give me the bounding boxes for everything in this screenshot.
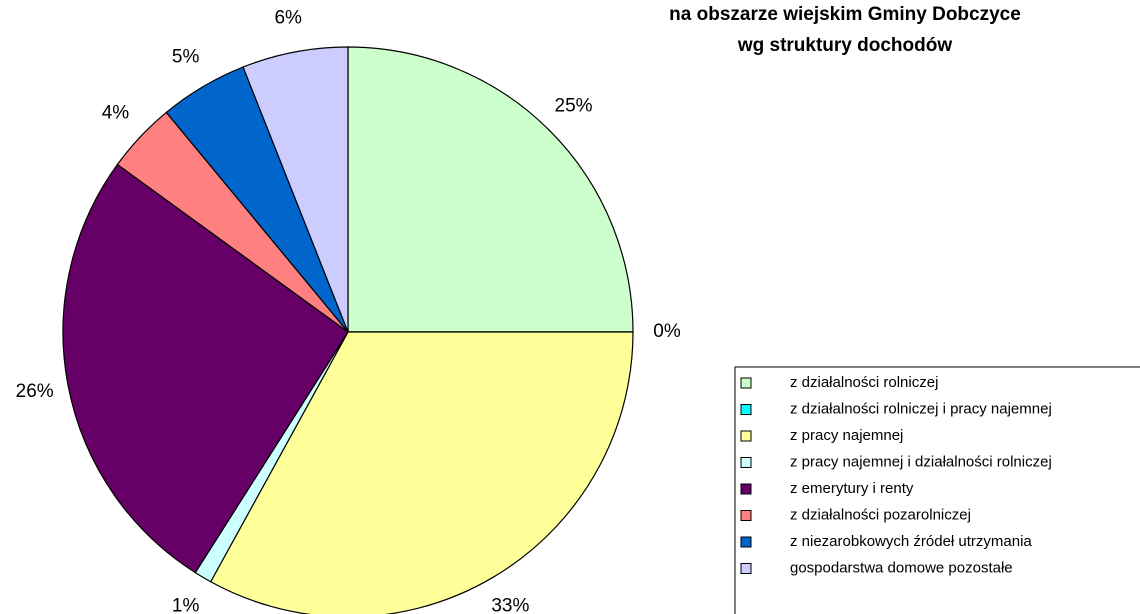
pie-slice: [62, 163, 349, 574]
data-label: 33%: [491, 596, 529, 614]
legend-box: [734, 366, 1140, 614]
data-label: 4%: [102, 103, 130, 124]
chart-title: wg struktury dochodów: [737, 35, 953, 56]
chart-title: na obszarze wiejskim Gminy Dobczyce: [669, 4, 1021, 25]
legend-swatch: [740, 430, 752, 442]
data-label: 0%: [653, 321, 681, 342]
legend-swatch: [740, 536, 752, 548]
data-label: 1%: [172, 596, 200, 614]
legend-label: z działalności rolniczej: [790, 374, 938, 391]
legend-swatch: [740, 563, 752, 574]
legend-label: z działalności pozarolniczej: [790, 506, 971, 523]
pie-slice: [347, 46, 634, 333]
legend-swatch: [740, 404, 752, 415]
legend-swatch: [740, 510, 752, 521]
legend-label: z pracy najemnej: [790, 427, 903, 444]
data-label: 26%: [16, 381, 54, 402]
legend-swatch: [740, 457, 752, 468]
legend-label: z niezarobkowych źródeł utrzymania: [790, 533, 1032, 550]
legend-label: z pracy najemnej i działalności rolnicze…: [790, 453, 1052, 470]
pie-slice: [242, 46, 349, 333]
legend-label: gospodarstwa domowe pozostałe: [790, 559, 1013, 576]
legend-swatch: [740, 483, 752, 495]
legend-label: z emerytury i renty: [790, 480, 914, 497]
data-label: 5%: [172, 46, 200, 67]
pie-slice: [209, 331, 634, 614]
data-label: 25%: [555, 95, 593, 116]
data-label: 6%: [274, 8, 302, 29]
legend-label: z działalności rolniczej i pracy najemne…: [790, 400, 1052, 417]
legend-swatch: [740, 377, 752, 389]
